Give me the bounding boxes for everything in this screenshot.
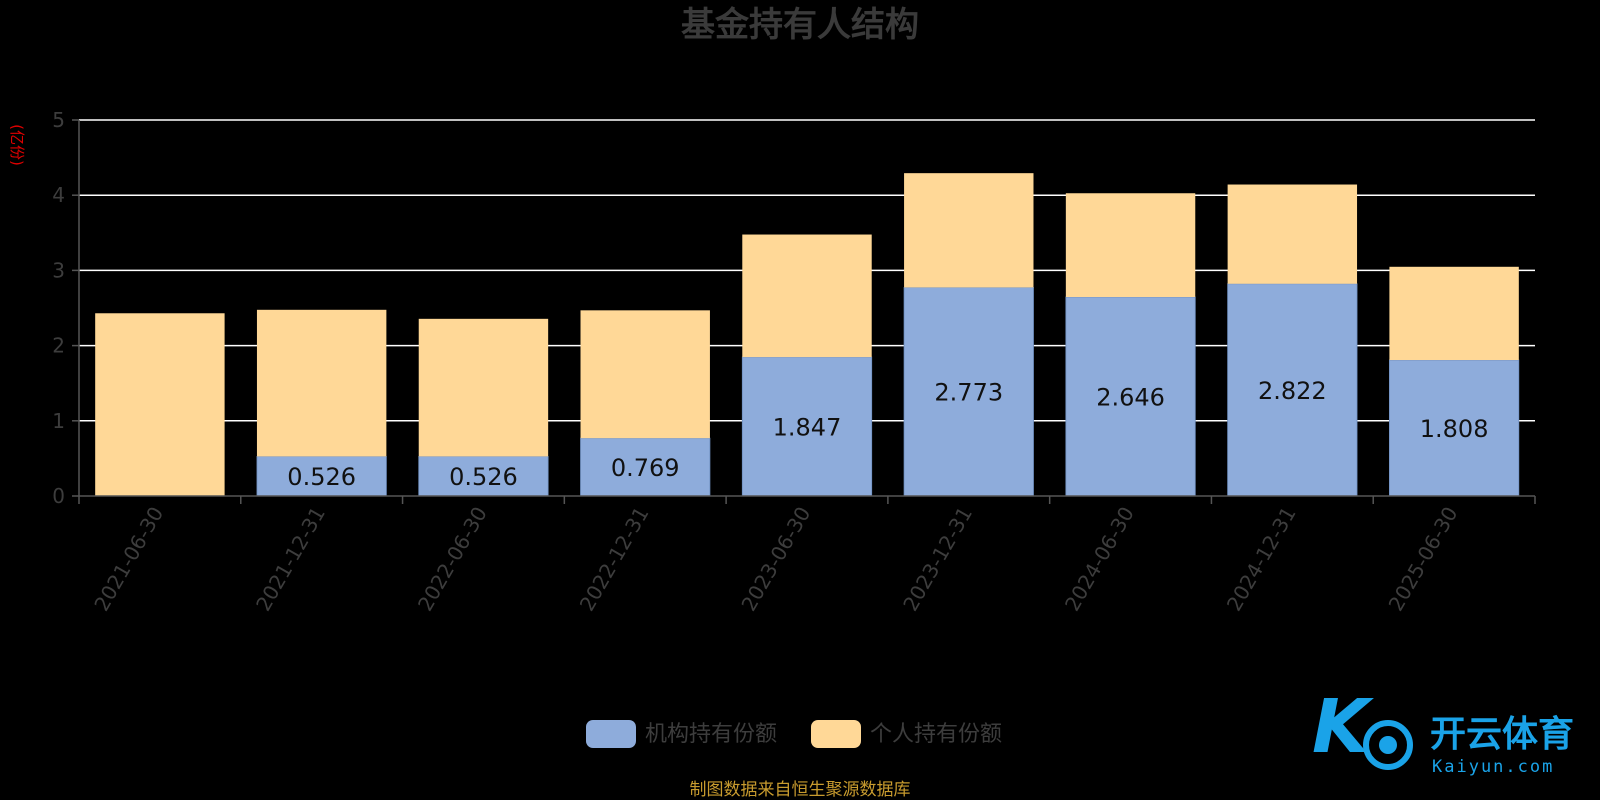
watermark-logo: K xyxy=(1312,684,1413,770)
legend-swatch-institution xyxy=(586,720,636,748)
y-tick-label: 1 xyxy=(52,409,65,433)
bar-value-label: 0.526 xyxy=(287,463,356,491)
bar-institution xyxy=(1389,359,1520,497)
bar-value-label: 0.526 xyxy=(449,463,518,491)
soccer-ball-core xyxy=(1379,736,1397,754)
legend-item-institution[interactable]: 机构持有份额 xyxy=(586,720,777,748)
x-tick-label: 2023-12-31 xyxy=(898,503,977,616)
soccer-ball-icon xyxy=(1363,720,1413,770)
watermark: K 开云体育 Kaiyun.com xyxy=(1312,684,1574,777)
bar-value-label: 0.769 xyxy=(611,454,680,482)
bar-institution xyxy=(256,456,387,497)
bar-individual xyxy=(580,310,710,439)
x-tick-label: 2024-12-31 xyxy=(1222,503,1301,616)
legend[interactable]: 机构持有份额 个人持有份额 xyxy=(586,720,1002,748)
bar-individual xyxy=(95,313,225,496)
x-tick-label: 2024-06-30 xyxy=(1060,503,1139,616)
watermark-logo-letter: K xyxy=(1312,684,1374,770)
y-tick-label: 3 xyxy=(52,258,65,282)
legend-label-individual: 个人持有份额 xyxy=(870,722,1002,747)
y-axis-label: (亿份) xyxy=(8,124,26,166)
bar-institution xyxy=(1227,283,1358,497)
bar-value-label: 1.847 xyxy=(773,414,842,442)
x-tick-label: 2021-06-30 xyxy=(89,503,168,616)
chart-title: 基金持有人结构 xyxy=(681,5,919,45)
source-note: 制图数据来自恒生聚源数据库 xyxy=(690,780,911,800)
legend-swatch-individual xyxy=(811,720,861,748)
bar-individual xyxy=(1065,193,1196,298)
bar-individual xyxy=(256,309,387,457)
x-tick-label: 2022-06-30 xyxy=(413,503,492,616)
bars xyxy=(95,173,1520,497)
legend-label-institution: 机构持有份额 xyxy=(645,722,777,747)
y-tick-label: 5 xyxy=(52,108,65,132)
bar-value-label: 1.808 xyxy=(1420,415,1489,443)
data-labels: 0.526 0.526 0.769 1.847 2.773 2.646 2.822 1.808 xyxy=(287,377,1488,491)
x-tick-label: 2025-06-30 xyxy=(1384,503,1463,616)
bar-individual xyxy=(904,173,1034,288)
legend-item-individual[interactable]: 个人持有份额 xyxy=(811,720,1002,748)
bar-individual xyxy=(1227,184,1358,284)
x-tick-label: 2022-12-31 xyxy=(575,503,654,616)
y-tick-label: 0 xyxy=(52,484,65,508)
y-tick-label: 4 xyxy=(52,183,65,207)
bar-individual xyxy=(742,234,872,358)
bar-individual xyxy=(418,318,549,457)
bar-individual xyxy=(1389,266,1519,361)
bar-value-label: 2.773 xyxy=(934,379,1003,407)
watermark-brand-cn: 开云体育 xyxy=(1430,714,1574,755)
bar-value-label: 2.822 xyxy=(1258,377,1327,405)
x-tick-label: 2021-12-31 xyxy=(251,503,330,616)
x-tick-label: 2023-06-30 xyxy=(736,503,815,616)
watermark-brand-en: Kaiyun.com xyxy=(1432,757,1554,777)
bar-institution xyxy=(903,287,1034,497)
y-tick-label: 2 xyxy=(52,334,65,358)
bar-value-label: 2.646 xyxy=(1096,384,1165,412)
